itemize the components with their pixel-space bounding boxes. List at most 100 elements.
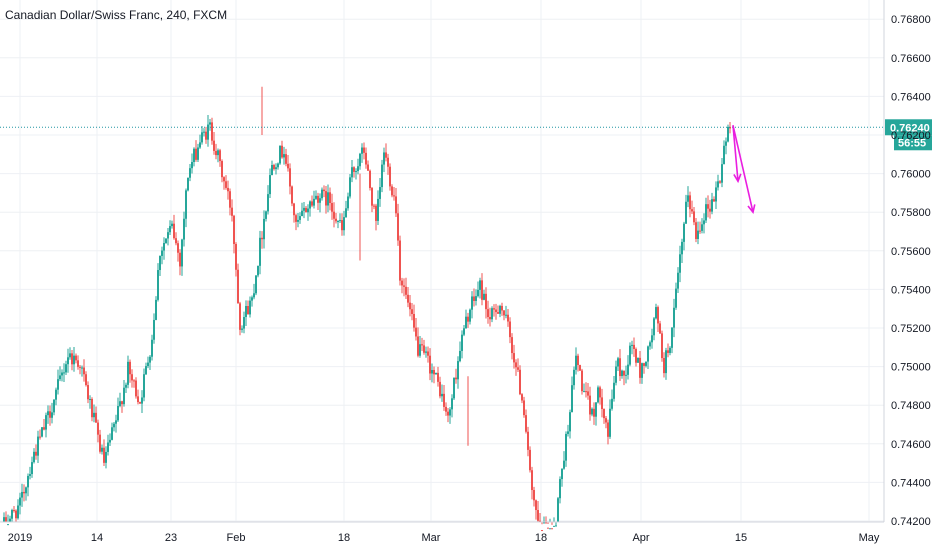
candle-body (313, 198, 315, 206)
candle-body (659, 323, 661, 334)
candle-body (415, 327, 417, 337)
candle-body (399, 240, 401, 281)
candle-body (453, 377, 455, 399)
candle-body (45, 415, 47, 430)
candle-body (487, 309, 489, 318)
candle-body (61, 372, 63, 376)
candle-body (611, 398, 613, 409)
candle-body (297, 219, 299, 222)
candle-body (39, 436, 41, 438)
candle-body (477, 289, 479, 297)
candle-body (375, 205, 377, 221)
candle-body (671, 327, 673, 348)
candle-body (553, 525, 555, 527)
candle-body (401, 280, 403, 286)
candle-body (407, 294, 409, 303)
candle-body (95, 412, 97, 423)
candle-body (417, 336, 419, 356)
candle-body (713, 199, 715, 202)
candle-body (237, 269, 239, 304)
candle-body (657, 307, 659, 324)
candle-body (65, 364, 67, 373)
candle-body (293, 203, 295, 216)
candle-body (343, 217, 345, 231)
candle-body (475, 296, 477, 301)
candle-body (91, 398, 93, 418)
candle-body (257, 265, 259, 276)
candle-body (441, 393, 443, 397)
candle-body (511, 337, 513, 354)
candle-body (575, 355, 577, 370)
candle-body (151, 339, 153, 357)
candle-body (397, 213, 399, 241)
candle-body (711, 199, 713, 212)
candle-body (223, 177, 225, 182)
candle-body (195, 148, 197, 160)
candle-body (355, 171, 357, 173)
candle-body (53, 399, 55, 413)
candle-body (639, 357, 641, 378)
candle-body (219, 150, 221, 162)
candle-body (133, 380, 135, 382)
candle-body (275, 167, 277, 170)
candle-body (513, 353, 515, 363)
candle-body (5, 517, 7, 522)
candle-body (239, 303, 241, 330)
forecast-arrow-short-head (733, 173, 742, 184)
candle-body (305, 207, 307, 213)
candle-body (603, 408, 605, 419)
candle-body (507, 314, 509, 322)
candle-body (531, 470, 533, 491)
candle-body (265, 211, 267, 219)
candle-body (485, 293, 487, 310)
candle-body (249, 300, 251, 315)
candle-body (213, 140, 215, 151)
candle-body (363, 147, 365, 153)
candle-body (533, 490, 535, 501)
candle-body (479, 280, 481, 290)
candle-body (601, 397, 603, 409)
candle-body (7, 524, 9, 526)
x-tick-label: 23 (165, 532, 177, 544)
candle-body (465, 316, 467, 329)
candle-body (59, 375, 61, 380)
x-tick-label: 2019 (8, 532, 32, 544)
candle-body (279, 145, 281, 164)
candle-body (251, 297, 253, 301)
candle-body (569, 412, 571, 432)
candle-body (49, 411, 51, 418)
candle-body (277, 163, 279, 168)
candle-body (67, 357, 69, 365)
candle-body (357, 166, 359, 172)
candle-body (449, 409, 451, 416)
candle-body (315, 195, 317, 199)
candle-body (629, 345, 631, 365)
candle-body (247, 306, 249, 315)
candle-body (529, 449, 531, 471)
candle-body (721, 164, 723, 183)
candle-body (481, 280, 483, 300)
candle-body (637, 357, 639, 363)
candle-body (697, 230, 699, 239)
candle-body (303, 207, 305, 211)
candle-body (31, 462, 33, 475)
candle-body (521, 394, 523, 401)
y-tick-label: 0.76800 (891, 14, 931, 26)
candle-body (619, 358, 621, 377)
forecast-arrow-long (732, 125, 754, 213)
candle-body (685, 201, 687, 224)
candle-body (557, 498, 559, 522)
candle-body (709, 208, 711, 212)
candle-body (93, 412, 95, 418)
candle-body (241, 328, 243, 330)
candle-body (605, 418, 607, 423)
candle-body (269, 175, 271, 195)
candle-body (681, 241, 683, 255)
candle-body (647, 346, 649, 362)
x-tick-label: Mar (422, 532, 441, 544)
current-price-tag (885, 119, 932, 136)
candle-body (433, 369, 435, 375)
candle-body (79, 366, 81, 368)
